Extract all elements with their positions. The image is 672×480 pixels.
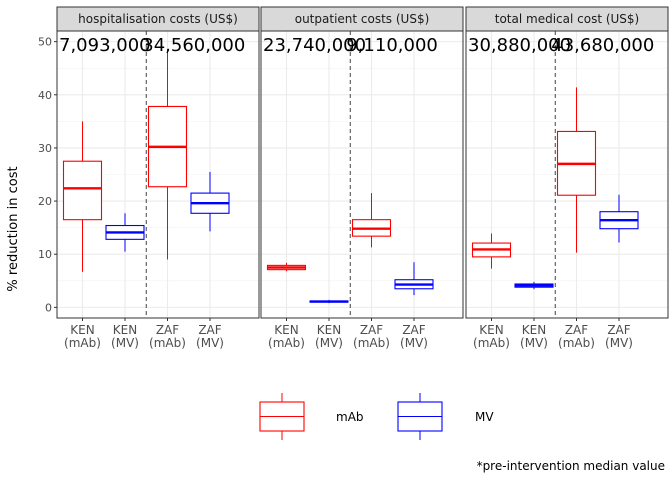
x-tick-label-line: ZAF — [156, 323, 179, 337]
facet-strip — [260, 6, 464, 32]
box-MV-4 — [599, 194, 639, 243]
box-MV-2 — [514, 281, 554, 290]
x-tick-label-line: (MV) — [605, 336, 633, 350]
facet-panel-2: outpatient costs (US$) 23,740,0009,110,00… — [260, 6, 464, 350]
panel-border — [260, 30, 464, 319]
x-tick-label: ZAF (MV) — [605, 323, 633, 350]
y-tick-label: 20 — [38, 195, 52, 208]
box-mAb-3 — [556, 87, 597, 253]
x-tick-label: ZAF (mAb) — [149, 323, 186, 350]
x-tick-label: KEN (mAb) — [473, 323, 510, 350]
x-tick-label-line: ZAF — [402, 323, 425, 337]
x-tick-label: ZAF (mAb) — [353, 323, 390, 350]
box-mAb-1 — [266, 262, 307, 272]
x-tick-label-line: (mAb) — [558, 336, 595, 350]
x-tick-label-line: (MV) — [111, 336, 139, 350]
x-tick-label-line: KEN — [113, 323, 137, 337]
facet-panel-1: hospitalisation costs (US$) 7,093,00034,5… — [38, 6, 260, 350]
y-tick-label: 30 — [38, 142, 52, 155]
panel-border — [56, 30, 260, 319]
legend-label: mAb — [336, 410, 364, 424]
y-tick-label: 10 — [38, 248, 52, 261]
median-annotation: 30,880,000 — [468, 35, 571, 56]
box-mAb-3 — [351, 193, 392, 248]
median-annotation: 9,110,000 — [346, 35, 438, 56]
x-tick-label-line: (mAb) — [353, 336, 390, 350]
x-tick-label: KEN (MV) — [520, 323, 548, 350]
x-tick-label-line: ZAF — [565, 323, 588, 337]
x-tick-label: KEN (mAb) — [268, 323, 305, 350]
y-tick-label: 40 — [38, 89, 52, 102]
box-mAb-1 — [62, 121, 103, 272]
footnote: *pre-intervention median value — [477, 459, 665, 473]
median-annotation: 7,093,000 — [59, 35, 151, 56]
facet-title: hospitalisation costs (US$) — [78, 12, 238, 26]
median-annotation: 34,560,000 — [142, 35, 245, 56]
x-tick-label: KEN (MV) — [315, 323, 343, 350]
x-tick-label-line: (mAb) — [268, 336, 305, 350]
box-mAb-1 — [471, 233, 512, 269]
legend: mAb MV — [259, 393, 494, 440]
box-MV-4 — [190, 171, 230, 232]
x-tick-label-line: (mAb) — [473, 336, 510, 350]
legend-label: MV — [475, 410, 494, 424]
facet-panel-3: total medical cost (US$) 30,880,00043,680… — [465, 6, 669, 350]
box-MV-2 — [105, 213, 145, 252]
facet-strip — [56, 6, 260, 32]
x-tick-label-line: KEN — [522, 323, 546, 337]
x-tick-label: KEN (mAb) — [64, 323, 101, 350]
x-tick-label-line: KEN — [479, 323, 503, 337]
x-tick-label-line: KEN — [70, 323, 94, 337]
x-tick-label: ZAF (MV) — [400, 323, 428, 350]
x-tick-label: ZAF (mAb) — [558, 323, 595, 350]
facet-title: total medical cost (US$) — [495, 12, 640, 26]
x-tick-label-line: (mAb) — [64, 336, 101, 350]
legend-item-mv: MV — [397, 393, 494, 440]
y-axis-label: % reduction in cost — [6, 166, 21, 291]
panel-border — [465, 30, 669, 319]
box-iqr — [62, 160, 103, 221]
facet-title: outpatient costs (US$) — [295, 12, 430, 26]
x-tick-label-line: (MV) — [520, 336, 548, 350]
box-MV-4 — [394, 262, 434, 296]
median-annotation: 23,740,000 — [263, 35, 366, 56]
x-tick-label-line: (mAb) — [149, 336, 186, 350]
y-tick-label: 50 — [38, 36, 52, 49]
x-tick-label-line: (MV) — [400, 336, 428, 350]
x-tick-label-line: (MV) — [196, 336, 224, 350]
y-tick-label: 0 — [45, 301, 52, 314]
x-tick-label-line: ZAF — [360, 323, 383, 337]
facet-panels: hospitalisation costs (US$) 7,093,00034,5… — [38, 6, 669, 350]
x-tick-label-line: KEN — [274, 323, 298, 337]
x-tick-label-line: ZAF — [607, 323, 630, 337]
x-tick-label: KEN (MV) — [111, 323, 139, 350]
x-tick-label-line: KEN — [317, 323, 341, 337]
box-mAb-3 — [147, 49, 188, 260]
median-annotation: 43,680,000 — [551, 35, 654, 56]
box-MV-2 — [309, 299, 349, 304]
x-tick-label-line: ZAF — [198, 323, 221, 337]
x-tick-label: ZAF (MV) — [196, 323, 224, 350]
x-tick-label-line: (MV) — [315, 336, 343, 350]
legend-item-mab: mAb — [259, 393, 364, 440]
